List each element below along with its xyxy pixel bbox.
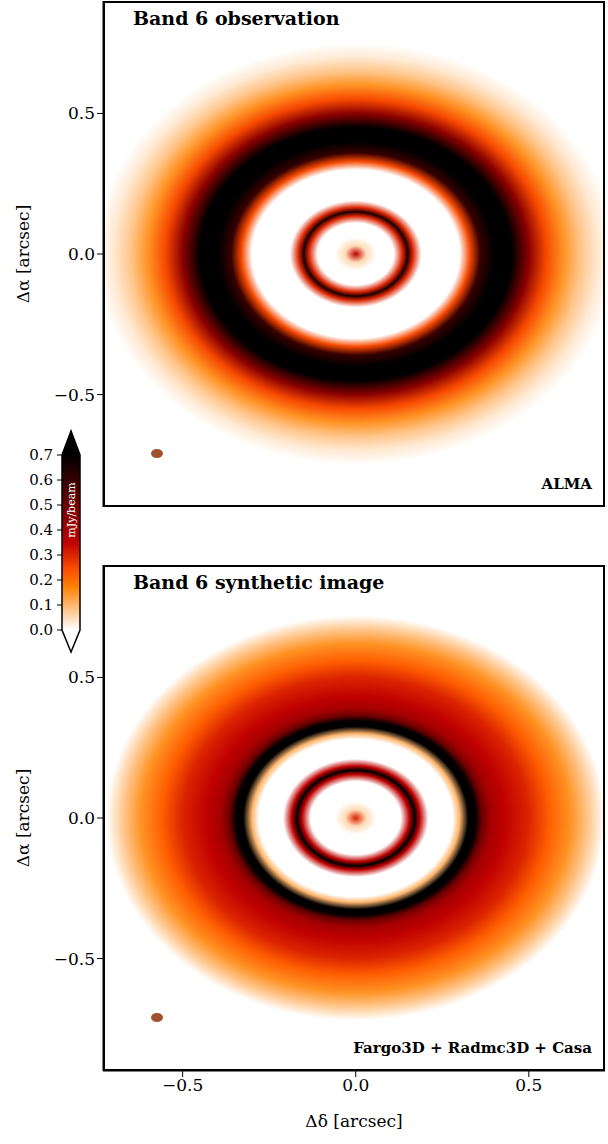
- html-text:Fargo3D + Radmc3D + Casa: Fargo3D + Radmc3D + Casa: [353, 1039, 592, 1057]
- svg-text:0.2: 0.2: [29, 571, 53, 589]
- svg-text:−0.5: −0.5: [54, 385, 95, 405]
- svg-text:0.5: 0.5: [68, 667, 95, 687]
- svg-text:0.1: 0.1: [29, 596, 53, 614]
- svg-text:0.3: 0.3: [29, 546, 53, 564]
- svg-text:Δα [arcsec]: Δα [arcsec]: [13, 769, 33, 868]
- svg-text:0.0: 0.0: [342, 1075, 369, 1095]
- svg-text:0.5: 0.5: [515, 1075, 542, 1095]
- html-text:Band 6 observation: Band 6 observation: [133, 7, 340, 29]
- svg-text:0.0: 0.0: [29, 621, 53, 639]
- svg-text:0.0: 0.0: [68, 244, 95, 264]
- svg-text:−0.5: −0.5: [54, 949, 95, 969]
- svg-text:0.5: 0.5: [68, 103, 95, 123]
- svg-text:Δα [arcsec]: Δα [arcsec]: [13, 205, 33, 304]
- svg-text:0.5: 0.5: [29, 496, 53, 514]
- svg-text:0.7: 0.7: [29, 446, 53, 464]
- svg-text:Δδ [arcsec]: Δδ [arcsec]: [305, 1111, 402, 1131]
- svg-text:0.0: 0.0: [68, 808, 95, 828]
- html-text:Band 6 synthetic image: Band 6 synthetic image: [133, 571, 385, 593]
- html-text:ALMA: ALMA: [541, 475, 592, 493]
- svg-text:0.6: 0.6: [29, 471, 53, 489]
- svg-text:mJy/beam: mJy/beam: [65, 482, 78, 538]
- svg-text:0.4: 0.4: [29, 521, 53, 539]
- svg-text:−0.5: −0.5: [162, 1075, 203, 1095]
